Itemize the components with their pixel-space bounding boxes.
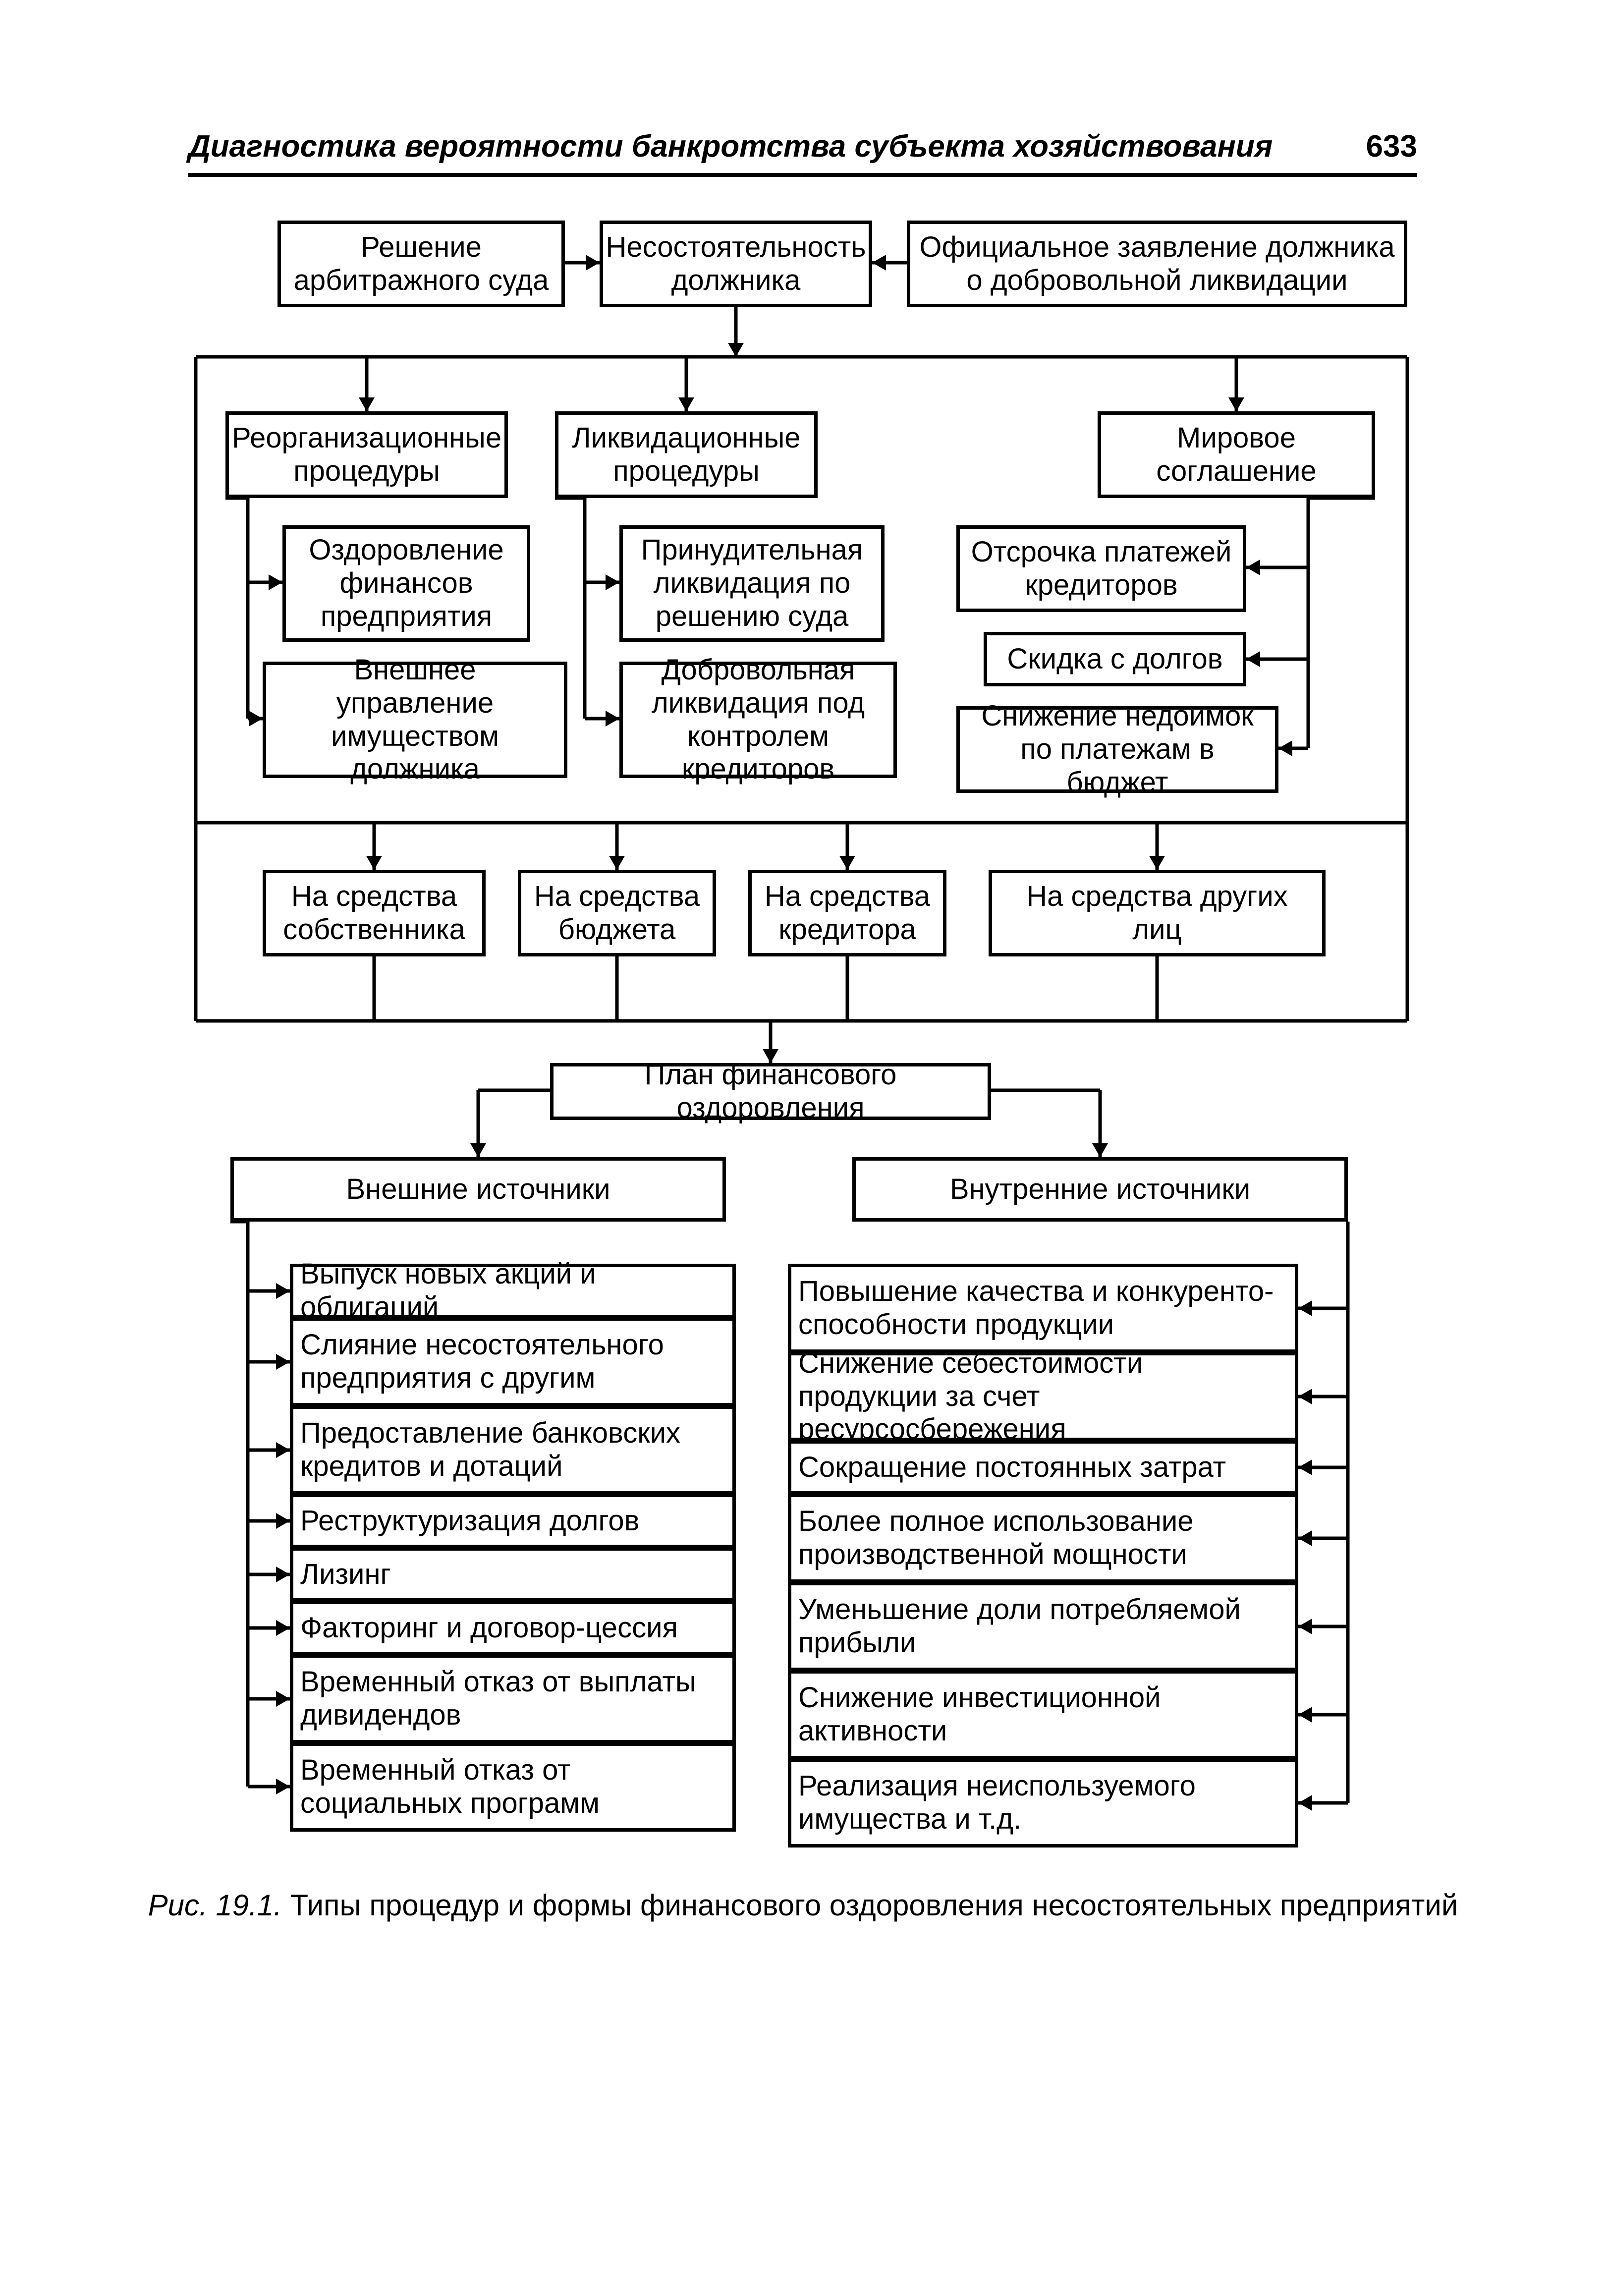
page: Диагностика вероятности банкротства субъ… — [0, 0, 1606, 2296]
node-payment-deferral: Отсрочка платежей кредиторов — [956, 525, 1246, 612]
node-int-fixedcost: Сокращение постоянных затрат — [788, 1440, 1298, 1495]
node-ext-bankloans: Предоставление банковских кредитов и дот… — [290, 1405, 736, 1495]
node-funds-creditor: На средства кредитора — [748, 870, 946, 956]
node-finance-recovery: Оздоровление финансов предприятия — [282, 525, 530, 642]
node-ext-merger: Слияние несостоятельного предприятия с д… — [290, 1317, 736, 1406]
node-funds-owner: На средства собственника — [263, 870, 486, 956]
figure-caption: Рис. 19.1. Типы процедур и формы финансо… — [0, 1888, 1606, 1922]
edges-layer — [0, 0, 1606, 2296]
page-header: Диагностика вероятности банкротства субъ… — [188, 129, 1417, 177]
node-external-mgmt: Внешнее управление имуществом должника — [263, 662, 567, 778]
node-internal-sources: Внутренние источники — [852, 1157, 1348, 1222]
header-page-number: 633 — [1366, 129, 1417, 164]
node-decision-court: Решение арбитражного суда — [277, 221, 565, 307]
node-external-sources: Внешние источники — [230, 1157, 726, 1222]
node-funds-budget: На средства бюджета — [518, 870, 716, 956]
figure-label: Рис. 19.1. — [148, 1889, 282, 1922]
node-arrears-reduction: Снижение недоимок по платежам в бюджет — [956, 706, 1278, 793]
node-int-quality: Повышение качества и конкуренто­способно… — [788, 1264, 1298, 1353]
figure-text: Типы процедур и формы финансового оздоро… — [290, 1889, 1458, 1922]
node-debt-discount: Скидка с долгов — [984, 632, 1246, 686]
node-liquidation-procs: Ликвидационные процедуры — [555, 411, 818, 498]
node-int-profit: Уменьшение доли потребляемой прибыли — [788, 1582, 1298, 1671]
node-recovery-plan: План финансового оздоровления — [550, 1063, 991, 1120]
node-voluntary-statement: Официальное заявление должника о доброво… — [907, 221, 1407, 307]
node-funds-others: На средства других лиц — [989, 870, 1326, 956]
header-title: Диагностика вероятности банкротства субъ… — [188, 129, 1273, 164]
node-ext-leasing: Лизинг — [290, 1547, 736, 1602]
node-settlement: Мировое соглашение — [1098, 411, 1375, 498]
node-ext-restruct: Реструктуризация долгов — [290, 1494, 736, 1548]
node-ext-factoring: Факторинг и договор-цессия — [290, 1601, 736, 1655]
node-voluntary-liquid: Добровольная ликви­дация под контролем к… — [619, 662, 897, 778]
node-int-invest: Снижение инвестиционной активности — [788, 1670, 1298, 1759]
node-int-capacity: Более полное использование производствен… — [788, 1494, 1298, 1583]
node-ext-shares: Выпуск новых акций и облигаций — [290, 1264, 736, 1318]
node-int-costdown: Снижение себестоимости продукции за счет… — [788, 1352, 1298, 1441]
node-int-assets: Реализация неиспользуемого имущества и т… — [788, 1758, 1298, 1848]
node-ext-nosocial: Временный отказ от социальных программ — [290, 1742, 736, 1832]
node-insolvency: Несостоятельность должника — [600, 221, 872, 307]
node-ext-nodividend: Временный отказ от выплаты дивидендов — [290, 1654, 736, 1743]
node-forced-liquidation: Принудительная ликвидация по решению суд… — [619, 525, 885, 642]
node-reorg-procedures: Реорганизационные процедуры — [225, 411, 508, 498]
